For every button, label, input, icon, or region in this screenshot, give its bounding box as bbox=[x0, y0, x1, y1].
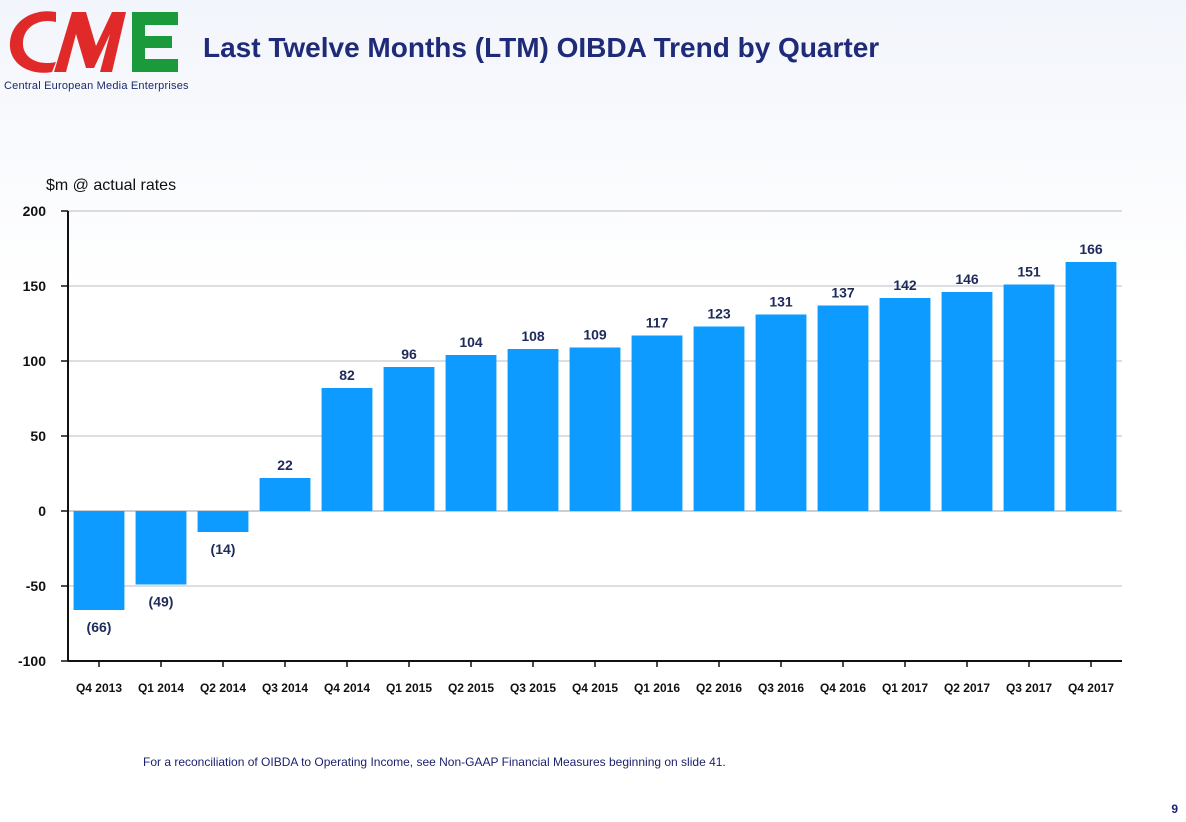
oibda-bar-chart: 200 150 100 50 0 -50 -100 (66) Q4 2013 (49) Q1 201… bbox=[18, 203, 1122, 695]
y-tick-label: 0 bbox=[38, 503, 46, 519]
data-label: (14) bbox=[211, 541, 236, 557]
data-label: 146 bbox=[955, 271, 979, 287]
data-label: 137 bbox=[831, 285, 855, 301]
x-tick-label: Q1 2014 bbox=[138, 681, 184, 695]
data-label: 104 bbox=[459, 334, 483, 350]
data-label: (49) bbox=[149, 594, 174, 610]
bar bbox=[879, 298, 931, 511]
x-tick-label: Q4 2014 bbox=[324, 681, 370, 695]
y-tick-label: -50 bbox=[26, 578, 46, 594]
x-tick-label: Q4 2015 bbox=[572, 681, 618, 695]
y-tick-label: 50 bbox=[30, 428, 46, 444]
cme-logo bbox=[9, 11, 178, 73]
bar bbox=[135, 511, 187, 585]
x-tick-label: Q2 2017 bbox=[944, 681, 990, 695]
page-number: 9 bbox=[1171, 802, 1178, 816]
y-tick-label: 100 bbox=[23, 353, 47, 369]
data-label: 108 bbox=[521, 328, 545, 344]
x-tick-label: Q1 2016 bbox=[634, 681, 680, 695]
x-tick-label: Q2 2014 bbox=[200, 681, 246, 695]
footnote: For a reconciliation of OIBDA to Operati… bbox=[143, 755, 726, 769]
bar bbox=[817, 305, 869, 511]
x-tick-label: Q4 2017 bbox=[1068, 681, 1114, 695]
data-label: 96 bbox=[401, 346, 417, 362]
data-label: 123 bbox=[707, 306, 731, 322]
y-axis-label: $m @ actual rates bbox=[46, 177, 177, 194]
bar bbox=[693, 326, 745, 511]
data-label: 117 bbox=[646, 315, 669, 331]
bar bbox=[941, 292, 993, 511]
slide-title: Last Twelve Months (LTM) OIBDA Trend by … bbox=[203, 32, 880, 63]
y-tick-label: 200 bbox=[23, 203, 47, 219]
data-label: 166 bbox=[1079, 241, 1103, 257]
bar bbox=[507, 349, 559, 511]
x-tick-label: Q3 2017 bbox=[1006, 681, 1052, 695]
bar bbox=[1003, 284, 1055, 511]
x-tick-label: Q3 2015 bbox=[510, 681, 556, 695]
data-label: 109 bbox=[583, 327, 607, 343]
bar bbox=[631, 335, 683, 511]
data-label: 151 bbox=[1017, 264, 1041, 280]
bar bbox=[755, 314, 807, 511]
bar bbox=[73, 511, 125, 610]
data-label: 131 bbox=[769, 294, 793, 310]
data-label: 142 bbox=[893, 277, 917, 293]
y-tick-label: 150 bbox=[23, 278, 47, 294]
logo-subtitle: Central European Media Enterprises bbox=[4, 80, 189, 92]
x-tick-label: Q1 2015 bbox=[386, 681, 432, 695]
x-tick-label: Q3 2016 bbox=[758, 681, 804, 695]
bar bbox=[383, 367, 435, 511]
x-tick-label: Q1 2017 bbox=[882, 681, 928, 695]
data-label: 22 bbox=[277, 457, 293, 473]
x-tick-label: Q3 2014 bbox=[262, 681, 308, 695]
x-tick-label: Q4 2016 bbox=[820, 681, 866, 695]
bar bbox=[569, 347, 621, 511]
y-tick-label: -100 bbox=[18, 653, 46, 669]
bar bbox=[1065, 262, 1117, 511]
bar bbox=[259, 478, 311, 511]
bar bbox=[321, 388, 373, 511]
x-tick-label: Q2 2015 bbox=[448, 681, 494, 695]
bar bbox=[445, 355, 497, 511]
bar bbox=[197, 511, 249, 532]
x-tick-label: Q4 2013 bbox=[76, 681, 122, 695]
data-label: (66) bbox=[87, 619, 112, 635]
x-tick-label: Q2 2016 bbox=[696, 681, 742, 695]
data-label: 82 bbox=[339, 367, 355, 383]
